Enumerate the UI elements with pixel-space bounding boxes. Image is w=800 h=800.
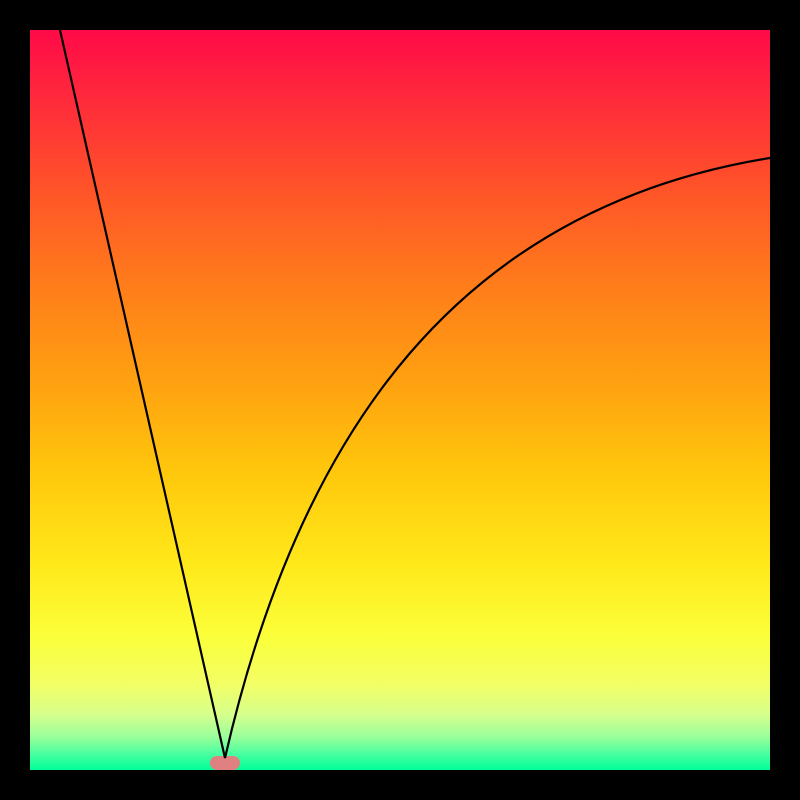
plot-area [30, 30, 770, 770]
frame-right [770, 0, 800, 800]
frame-bottom [0, 770, 800, 800]
frame-top [0, 0, 800, 30]
plot-svg [30, 30, 770, 770]
chart-container: TheBottleneck.com [0, 0, 800, 800]
gradient-background [30, 30, 770, 770]
frame-left [0, 0, 30, 800]
